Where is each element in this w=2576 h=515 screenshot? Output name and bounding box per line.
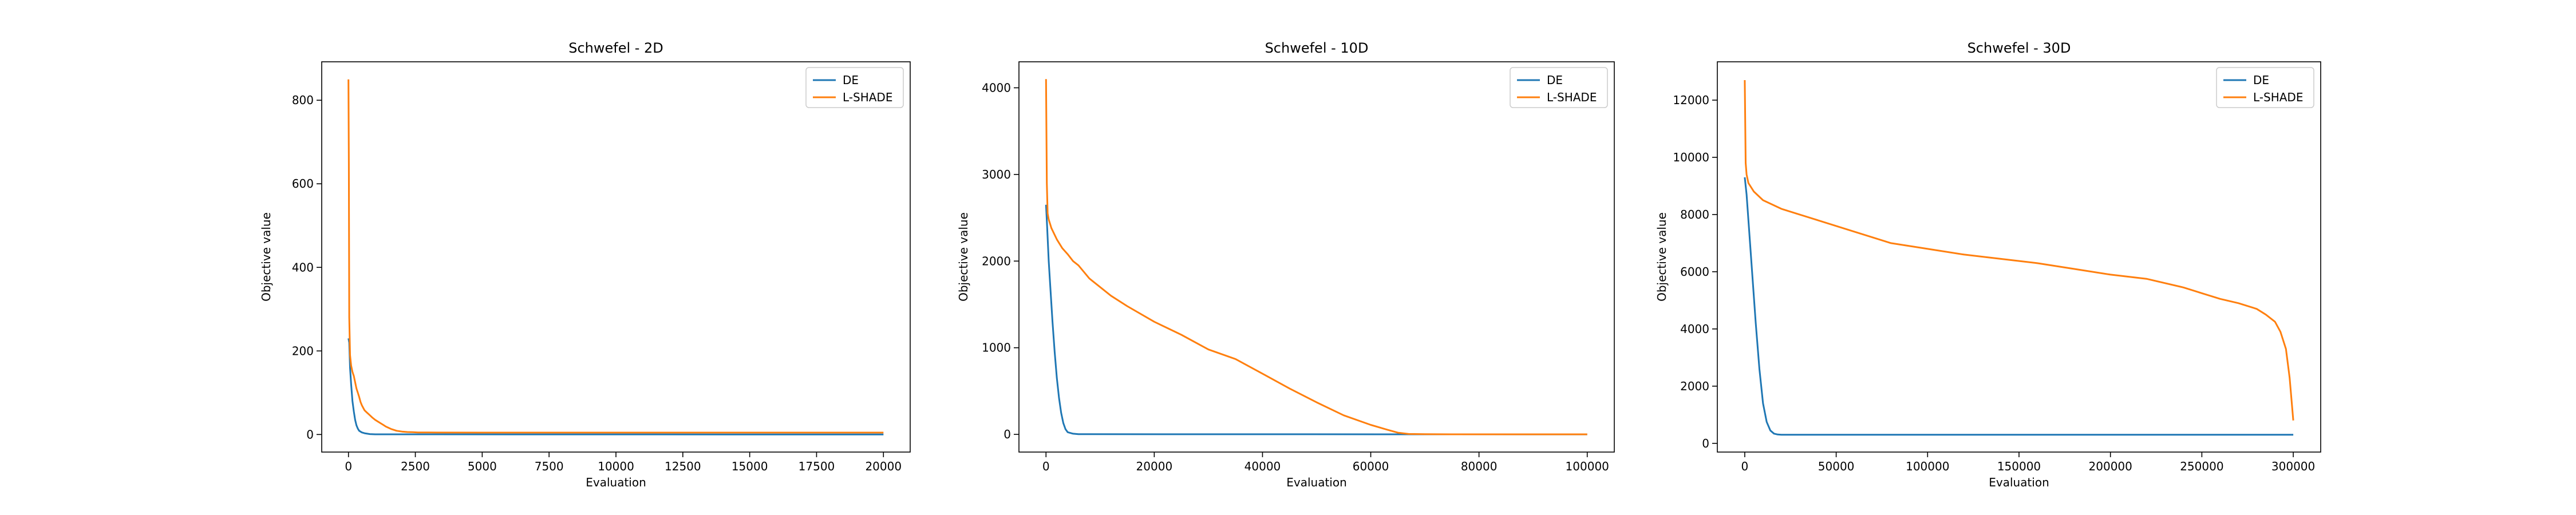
x-tick-label: 100000 xyxy=(1566,459,1609,473)
y-tick-label: 600 xyxy=(292,177,314,191)
legend-label-l-shade: L-SHADE xyxy=(2253,90,2303,104)
y-tick-label: 10000 xyxy=(1673,150,1709,164)
x-tick-label: 300000 xyxy=(2271,459,2315,473)
chart-title: Schwefel - 30D xyxy=(1967,40,2071,56)
plot-frame xyxy=(1717,61,2321,453)
legend-label-de: DE xyxy=(2253,73,2269,87)
series-line-de xyxy=(347,338,884,435)
x-tick-label: 20000 xyxy=(1136,459,1173,473)
x-tick-label: 10000 xyxy=(598,459,634,473)
x-tick-label: 100000 xyxy=(1906,459,1949,473)
x-tick-label: 0 xyxy=(1042,459,1050,473)
y-axis-label: Objective value xyxy=(1655,212,1669,302)
y-tick-label: 0 xyxy=(1702,437,1709,450)
legend: DE L-SHADE xyxy=(805,67,904,108)
y-tick-label: 4000 xyxy=(982,81,1011,94)
x-tick-label: 7500 xyxy=(535,459,564,473)
y-tick-label: 12000 xyxy=(1673,93,1709,107)
y-tick-label: 2000 xyxy=(982,254,1011,268)
chart-title: Schwefel - 10D xyxy=(1265,40,1369,56)
legend-label-l-shade: L-SHADE xyxy=(1547,90,1597,104)
y-tick-label: 3000 xyxy=(982,168,1011,181)
x-tick-label: 40000 xyxy=(1244,459,1281,473)
x-tick-label: 0 xyxy=(1741,459,1749,473)
y-tick-label: 200 xyxy=(292,344,314,358)
x-tick-label: 17500 xyxy=(799,459,835,473)
series-line-de xyxy=(1744,177,2294,436)
x-tick-label: 150000 xyxy=(1997,459,2041,473)
y-axis-label: Objective value xyxy=(259,212,273,302)
y-tick-label: 6000 xyxy=(1680,265,1709,279)
x-tick-label: 250000 xyxy=(2180,459,2223,473)
legend: DE L-SHADE xyxy=(2216,67,2314,108)
series-line-de xyxy=(1045,204,1587,435)
y-tick-label: 1000 xyxy=(982,341,1011,355)
x-tick-label: 2500 xyxy=(401,459,430,473)
y-tick-label: 400 xyxy=(292,260,314,274)
y-tick-label: 2000 xyxy=(1680,379,1709,393)
series-line-l-shade xyxy=(347,79,884,434)
y-axis-label: Objective value xyxy=(957,212,970,302)
y-tick-label: 8000 xyxy=(1680,208,1709,221)
series-line-l-shade xyxy=(1744,80,2294,421)
y-tick-label: 4000 xyxy=(1680,322,1709,336)
legend-label-de: DE xyxy=(1547,73,1563,87)
x-tick-label: 200000 xyxy=(2089,459,2132,473)
legend-label-de: DE xyxy=(843,73,859,87)
x-tick-label: 0 xyxy=(345,459,352,473)
x-tick-label: 50000 xyxy=(1818,459,1855,473)
x-tick-label: 20000 xyxy=(865,459,902,473)
y-tick-label: 800 xyxy=(292,93,314,107)
plot-frame xyxy=(1018,61,1615,453)
y-tick-label: 0 xyxy=(1003,427,1011,441)
legend-label-l-shade: L-SHADE xyxy=(843,90,892,104)
x-tick-label: 80000 xyxy=(1461,459,1498,473)
x-tick-label: 15000 xyxy=(732,459,768,473)
x-tick-label: 5000 xyxy=(468,459,497,473)
series-line-l-shade xyxy=(1045,79,1587,435)
x-axis-label: Evaluation xyxy=(1286,476,1347,489)
x-tick-label: 60000 xyxy=(1353,459,1389,473)
y-tick-label: 0 xyxy=(306,427,314,441)
x-tick-label: 12500 xyxy=(665,459,701,473)
chart-title: Schwefel - 2D xyxy=(568,40,663,56)
legend: DE L-SHADE xyxy=(1510,67,1608,108)
chart-panel-1: Schwefel - 2D 0 2500 5000 7500 10000 12500 1500… xyxy=(259,40,911,489)
x-axis-label: Evaluation xyxy=(586,476,646,489)
x-axis-label: Evaluation xyxy=(1989,476,2049,489)
plot-frame xyxy=(321,61,911,453)
